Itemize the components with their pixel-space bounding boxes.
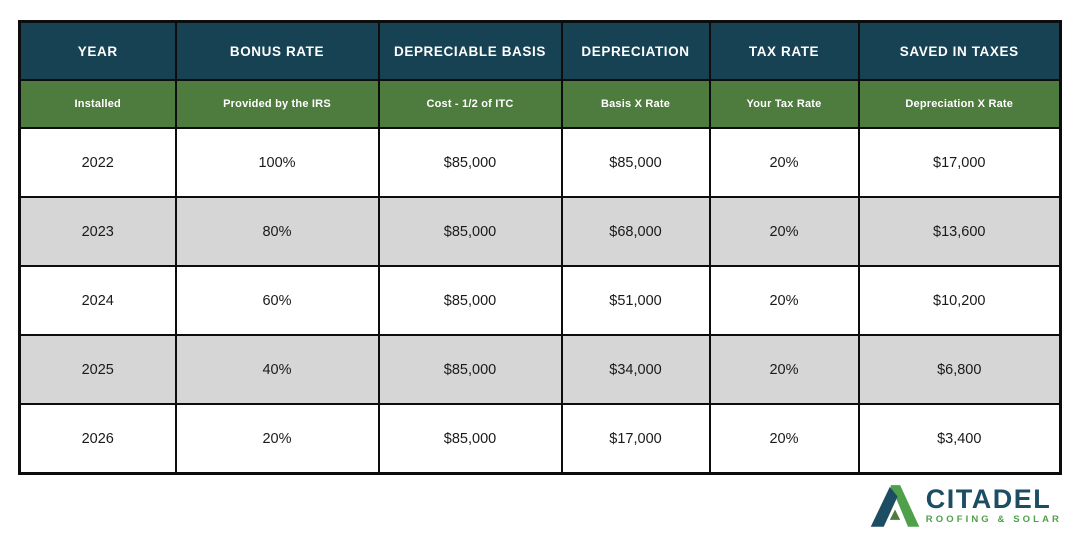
cell-year: 2024 xyxy=(18,265,177,336)
column-subheader-your-tax-rate: Your Tax Rate xyxy=(708,79,860,129)
cell-bonus-rate: 100% xyxy=(174,127,380,198)
cell-bonus-rate: 80% xyxy=(174,196,380,267)
cell-depreciable-basis: $85,000 xyxy=(377,127,563,198)
column-subheader-installed: Installed xyxy=(18,79,177,129)
cell-tax-rate: 20% xyxy=(708,265,860,336)
cell-saved-in-taxes: $10,200 xyxy=(857,265,1062,336)
cell-depreciable-basis: $85,000 xyxy=(377,265,563,336)
table-row-2023: 2023 80% $85,000 $68,000 20% $13,600 xyxy=(18,196,1062,267)
cell-depreciation: $34,000 xyxy=(560,334,711,405)
column-subheader-cost-half-itc: Cost - 1/2 of ITC xyxy=(377,79,563,129)
cell-tax-rate: 20% xyxy=(708,403,860,475)
column-subheader-depreciation-x-rate: Depreciation X Rate xyxy=(857,79,1062,129)
cell-saved-in-taxes: $17,000 xyxy=(857,127,1062,198)
cell-saved-in-taxes: $3,400 xyxy=(857,403,1062,475)
table-subheader-row: Installed Provided by the IRS Cost - 1/2… xyxy=(18,79,1062,129)
cell-year: 2026 xyxy=(18,403,177,475)
cell-depreciation: $51,000 xyxy=(560,265,711,336)
table-header-row: YEAR BONUS RATE DEPRECIABLE BASIS DEPREC… xyxy=(18,20,1062,81)
cell-year: 2023 xyxy=(18,196,177,267)
table-row-2025: 2025 40% $85,000 $34,000 20% $6,800 xyxy=(18,334,1062,405)
citadel-roof-peak-icon xyxy=(869,481,921,531)
column-header-depreciation: DEPRECIATION xyxy=(560,20,711,81)
cell-bonus-rate: 60% xyxy=(174,265,380,336)
cell-depreciable-basis: $85,000 xyxy=(377,403,563,475)
depreciation-table-container: YEAR BONUS RATE DEPRECIABLE BASIS DEPREC… xyxy=(18,20,1062,475)
column-subheader-provided-by-irs: Provided by the IRS xyxy=(174,79,380,129)
cell-tax-rate: 20% xyxy=(708,334,860,405)
cell-tax-rate: 20% xyxy=(708,196,860,267)
column-subheader-basis-x-rate: Basis X Rate xyxy=(560,79,711,129)
logo-tagline-text: ROOFING & SOLAR xyxy=(925,514,1062,525)
cell-bonus-rate: 20% xyxy=(174,403,380,475)
table-row-2024: 2024 60% $85,000 $51,000 20% $10,200 xyxy=(18,265,1062,336)
column-header-saved-in-taxes: SAVED IN TAXES xyxy=(857,20,1062,81)
cell-year: 2022 xyxy=(18,127,177,198)
column-header-year: YEAR xyxy=(18,20,177,81)
cell-year: 2025 xyxy=(18,334,177,405)
column-header-bonus-rate: BONUS RATE xyxy=(174,20,380,81)
cell-saved-in-taxes: $6,800 xyxy=(857,334,1062,405)
column-header-tax-rate: TAX RATE xyxy=(708,20,860,81)
table-row-2026: 2026 20% $85,000 $17,000 20% $3,400 xyxy=(18,403,1062,475)
cell-depreciation: $68,000 xyxy=(560,196,711,267)
cell-depreciation: $85,000 xyxy=(560,127,711,198)
cell-depreciable-basis: $85,000 xyxy=(377,334,563,405)
depreciation-table: YEAR BONUS RATE DEPRECIABLE BASIS DEPREC… xyxy=(18,20,1062,475)
cell-saved-in-taxes: $13,600 xyxy=(857,196,1062,267)
logo-brand-text: CITADEL xyxy=(925,484,1052,514)
column-header-depreciable-basis: DEPRECIABLE BASIS xyxy=(377,20,563,81)
citadel-logo-text: CITADEL ROOFING & SOLAR xyxy=(926,486,1062,526)
cell-depreciation: $17,000 xyxy=(560,403,711,475)
cell-tax-rate: 20% xyxy=(708,127,860,198)
cell-bonus-rate: 40% xyxy=(174,334,380,405)
citadel-logo: CITADEL ROOFING & SOLAR xyxy=(869,481,1062,531)
table-row-2022: 2022 100% $85,000 $85,000 20% $17,000 xyxy=(18,127,1062,198)
cell-depreciable-basis: $85,000 xyxy=(377,196,563,267)
